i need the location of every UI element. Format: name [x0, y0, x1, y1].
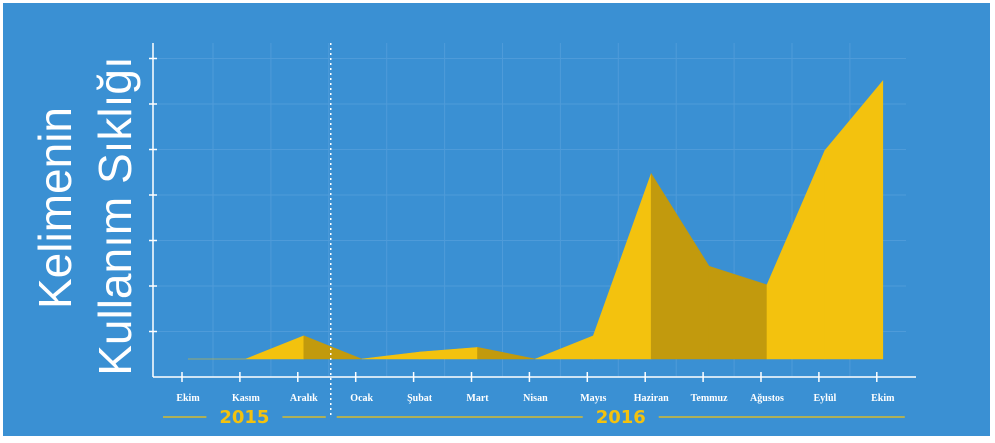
area-segment-kasım: [245, 335, 305, 360]
x-tick-label: Temmuz: [691, 393, 728, 404]
area-segment-eylül: [824, 80, 884, 360]
x-tick-label: Nisan: [523, 393, 548, 404]
area-segment-mayıs: [592, 173, 652, 360]
area-segment-ocak: [361, 351, 420, 360]
area-segment-ağustos: [766, 150, 826, 360]
y-axis-label-line-1: Kelimenin: [29, 107, 81, 309]
area-segment-haziran: [650, 172, 710, 360]
area-segment-aralık: [303, 335, 362, 360]
year-groups: 2015 2016: [163, 407, 905, 428]
area-series: [187, 80, 884, 360]
x-tick-label: Ekim: [176, 393, 200, 404]
x-tick-labels: Ekim Kasım Aralık Ocak Şubat Mart Nisan Mayıs Ha…: [176, 393, 895, 404]
area-segment-mart: [477, 347, 536, 360]
x-tick-label: Ağustos: [750, 393, 784, 404]
usage-frequency-chart: Kelimenin Kullanım Sıklığı Ekim Kasım Aral…: [29, 43, 916, 428]
area-segment-nisan: [535, 335, 594, 360]
x-tick-label: Mart: [466, 393, 489, 404]
x-tick-label: Kasım: [232, 393, 260, 404]
x-tick-label: Ekim: [871, 393, 895, 404]
x-tick-label: Eylül: [814, 393, 837, 404]
area-segment-temmuz: [708, 265, 768, 360]
x-tick-label: Ocak: [350, 393, 373, 404]
x-tick-label: Şubat: [407, 393, 433, 404]
year-label-2015: 2015: [219, 407, 269, 428]
y-axis-label-line-2: Kullanım Sıklığı: [89, 56, 141, 376]
axes: [149, 43, 916, 417]
x-tick-label: Mayıs: [580, 393, 606, 404]
chart-panel: Kelimenin Kullanım Sıklığı Ekim Kasım Aral…: [3, 3, 990, 436]
x-tick-label: Haziran: [634, 393, 669, 404]
area-segment-şubat: [419, 347, 478, 360]
year-label-2016: 2016: [596, 407, 646, 428]
x-tick-label: Aralık: [290, 393, 318, 404]
